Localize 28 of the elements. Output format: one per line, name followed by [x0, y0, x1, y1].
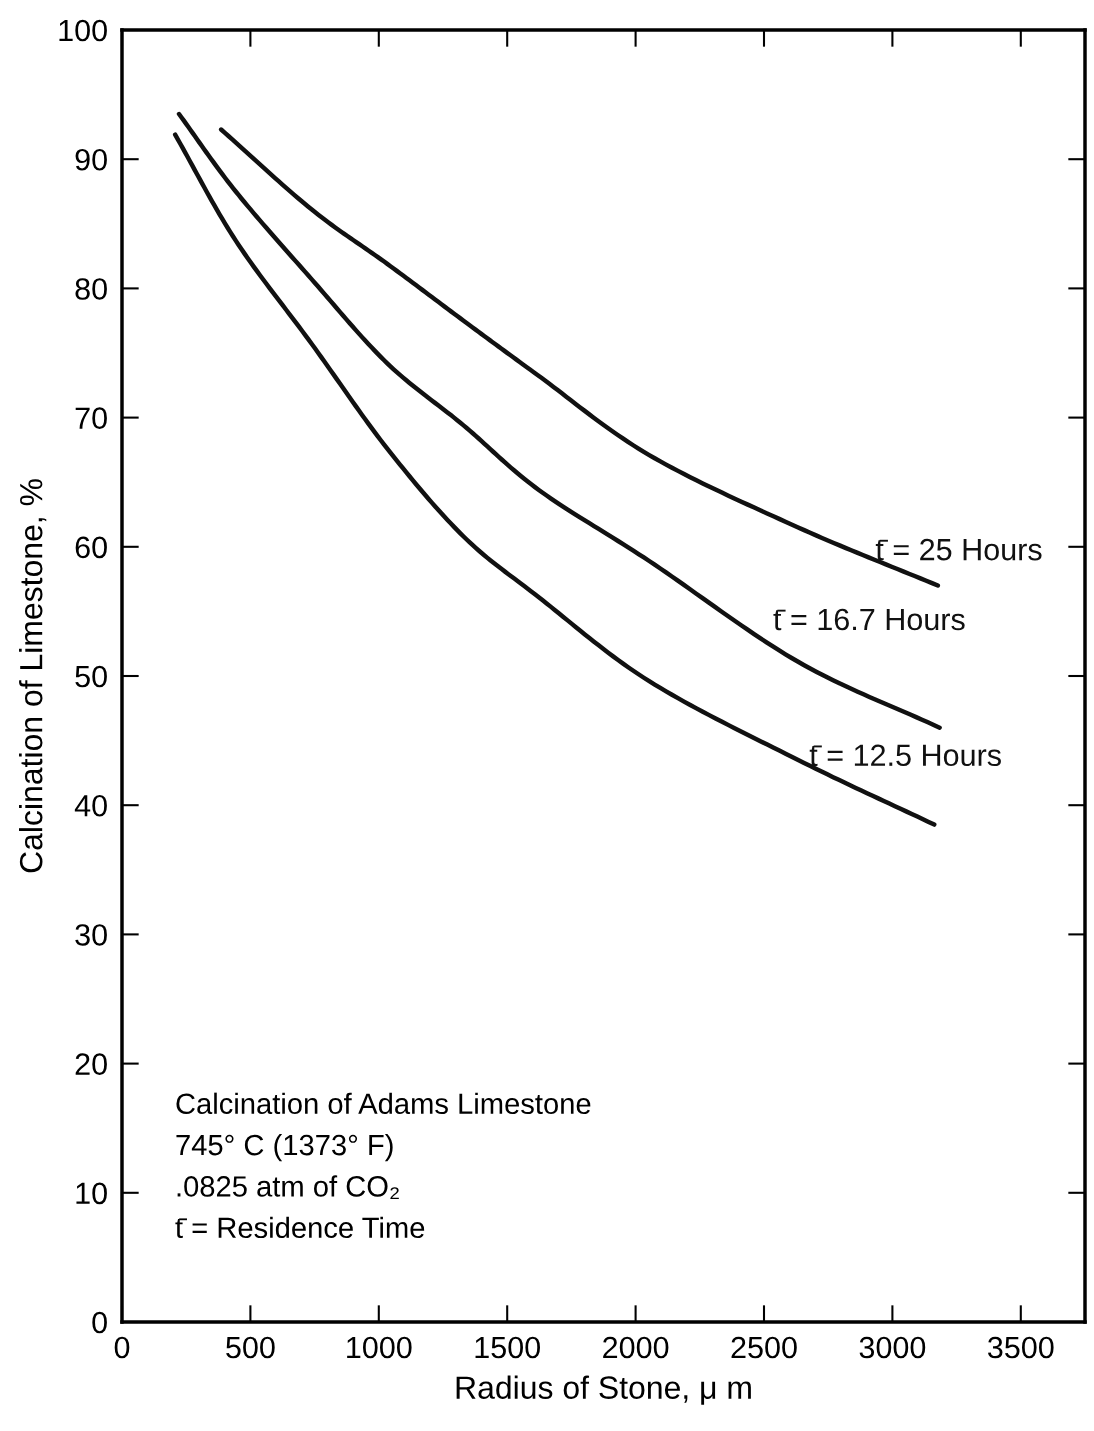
annotation: t̄ = Residence Time	[175, 1216, 425, 1239]
y-tick-label: 70	[75, 407, 107, 429]
y-tick-label: 90	[75, 148, 107, 171]
x-tick-label: 1000	[347, 1336, 412, 1359]
annotation: Calcination of Adams Limestone	[176, 1092, 591, 1115]
x-tick-label: 1500	[475, 1336, 540, 1359]
x-tick-label: 500	[226, 1336, 275, 1359]
series-label: t̄ = 25 Hours	[875, 538, 1042, 561]
x-tick-label: 3500	[987, 1336, 1054, 1359]
x-tick-label: 3000	[859, 1336, 926, 1359]
x-tick-label: 0	[114, 1336, 130, 1359]
y-tick-label: 50	[75, 665, 107, 688]
y-tick-label: 0	[92, 1311, 107, 1334]
x-axis-title: Radius of Stone, μ m	[456, 1375, 751, 1405]
y-axis-title: Calcination of Limestone, %	[19, 479, 47, 873]
y-tick-label: 80	[75, 278, 107, 300]
annotation: .0825 atm of CO₂	[177, 1175, 399, 1199]
series-label: t̄ = 16.7 Hours	[773, 608, 965, 631]
y-tick-label: 60	[75, 536, 107, 559]
y-tick-label: 10	[76, 1182, 107, 1205]
x-tick-label: 2500	[731, 1336, 797, 1359]
series-label: t̄ = 12.5 Hours	[809, 744, 1001, 767]
y-tick-label: 30	[75, 924, 107, 946]
y-tick-label: 20	[75, 1053, 107, 1075]
x-tick-label: 2000	[603, 1336, 669, 1359]
y-tick-label: 100	[59, 19, 107, 42]
annotation: 745° C (1373° F)	[176, 1133, 393, 1162]
y-tick-label: 40	[74, 794, 107, 817]
